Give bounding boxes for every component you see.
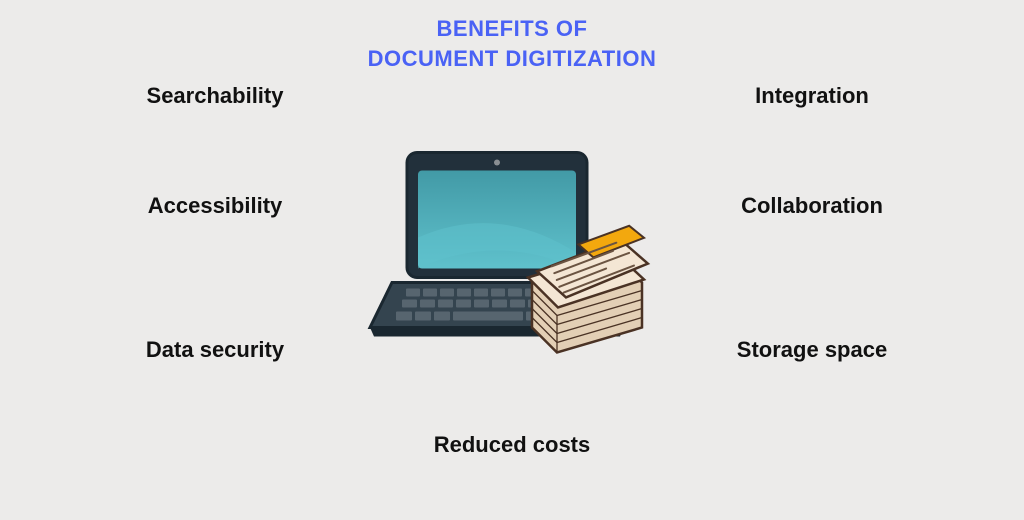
page-title: BENEFITS OF DOCUMENT DIGITIZATION <box>0 14 1024 73</box>
benefit-data-security: Data security <box>146 337 284 363</box>
benefit-reduced-costs: Reduced costs <box>434 432 591 458</box>
title-line-2: DOCUMENT DIGITIZATION <box>0 44 1024 74</box>
laptop-documents-icon <box>362 143 662 368</box>
title-line-1: BENEFITS OF <box>0 14 1024 44</box>
benefit-integration: Integration <box>755 83 869 109</box>
benefit-searchability: Searchability <box>147 83 284 109</box>
benefit-storage-space: Storage space <box>737 337 887 363</box>
benefit-accessibility: Accessibility <box>148 193 283 219</box>
benefit-collaboration: Collaboration <box>741 193 883 219</box>
